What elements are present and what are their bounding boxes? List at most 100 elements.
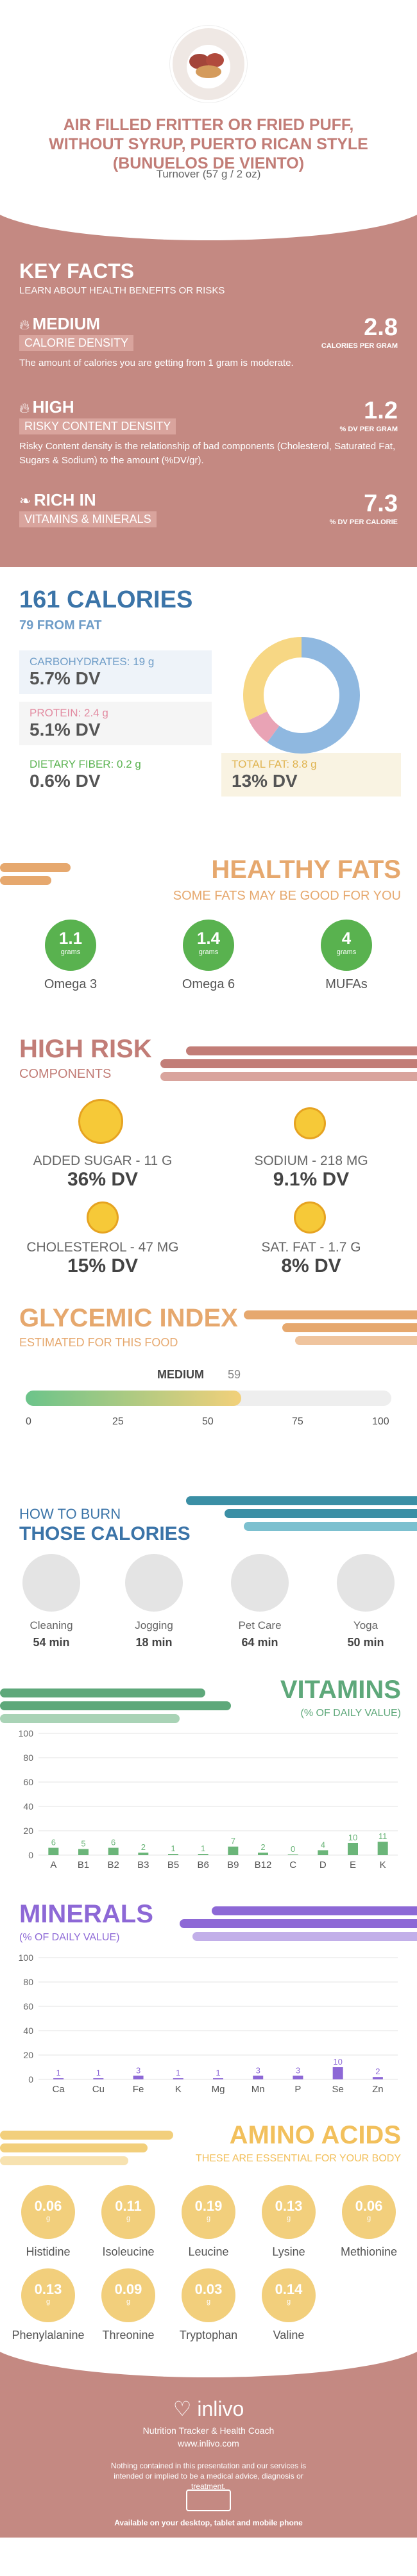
- mineral-category-label: Mn: [251, 2084, 265, 2095]
- nutrient-fat: TOTAL FAT: 8.8 g 13% DV: [221, 753, 401, 797]
- amino-item-tryptophan: 0.03 g Tryptophan: [170, 2268, 247, 2342]
- amino-unit: g: [286, 2298, 291, 2306]
- amino-circle: 0.13 g: [262, 2185, 316, 2239]
- omega6-circle: 1.4 grams: [183, 920, 234, 971]
- amino-item-leucine: 0.19 g Leucine: [170, 2185, 247, 2259]
- key-facts-subtitle: LEARN ABOUT HEALTH BENEFITS OR RISKS: [19, 285, 225, 296]
- burn-jogging: Jogging 18 min: [115, 1554, 192, 1649]
- disclaimer: Nothing contained in this presentation a…: [110, 2461, 307, 2491]
- vitamin-category-label: K: [380, 1860, 386, 1870]
- vitamin-value-label: 2: [260, 1842, 265, 1852]
- vitamin-category-label: B6: [197, 1860, 208, 1870]
- vitamin-bar: [228, 1846, 239, 1855]
- brand-url[interactable]: www.inlivo.com: [178, 2438, 239, 2448]
- amino-value: 0.14: [275, 2281, 303, 2297]
- mineral-category-label: Cu: [92, 2084, 105, 2095]
- vitamins-title: VITAMINS: [280, 1676, 401, 1704]
- gi-tick: 100: [372, 1416, 389, 1427]
- mineral-bar: [133, 2076, 144, 2079]
- mineral-value-label: 1: [216, 2068, 220, 2077]
- vitamin-category-label: B12: [255, 1860, 272, 1870]
- amino-item-valine: 0.14 g Valine: [250, 2268, 327, 2342]
- calories-total: 161 CALORIES: [19, 586, 193, 613]
- amino-item-histidine: 0.06 g Histidine: [10, 2185, 87, 2259]
- vitamin-value-label: 0: [291, 1844, 295, 1854]
- mineral-bar: [253, 2076, 264, 2079]
- mineral-ytick: 20: [23, 2050, 33, 2060]
- amino-circle: 0.19 g: [182, 2185, 235, 2239]
- mineral-bar: [173, 2078, 183, 2079]
- high-risk-subtitle: COMPONENTS: [19, 1067, 112, 1081]
- mineral-category-label: Se: [332, 2084, 343, 2095]
- amino-item-methionine: 0.06 g Methionine: [330, 2185, 407, 2259]
- vitamin-ytick: 40: [23, 1801, 33, 1812]
- amino-title: AMINO ACIDS: [229, 2121, 401, 2149]
- vitamin-bar: [138, 1853, 149, 1855]
- vitamin-bar: [168, 1854, 178, 1855]
- amino-unit: g: [366, 2215, 371, 2222]
- vitamin-value-label: 6: [51, 1838, 56, 1847]
- mufa-label: MUFAs: [325, 977, 368, 991]
- vitamin-value-label: 6: [111, 1838, 115, 1847]
- vitamin-bar: [78, 1849, 89, 1855]
- high-risk-title: HIGH RISK: [19, 1035, 152, 1063]
- vitamin-category-label: B3: [137, 1860, 149, 1870]
- amino-name: Histidine: [26, 2245, 71, 2258]
- glycemic-subtitle: ESTIMATED FOR THIS FOOD: [19, 1336, 178, 1349]
- amino-name: Phenylalanine: [12, 2329, 85, 2341]
- vitamin-bar: [348, 1843, 358, 1855]
- mufa-circle: 4 grams: [321, 920, 372, 971]
- risk-sodium: SODIUM - 218 mg 9.1% DV: [254, 1153, 368, 1190]
- amino-subtitle: THESE ARE ESSENTIAL FOR YOUR BODY: [195, 2153, 401, 2164]
- mineral-value-label: 10: [333, 2057, 342, 2067]
- risk-added-sugar: ADDED SUGAR - 11 g 36% DV: [33, 1153, 173, 1190]
- vitamin-bar: [198, 1854, 208, 1855]
- amino-item-threonine: 0.09 g Threonine: [90, 2268, 167, 2342]
- vitamin-category-label: D: [319, 1860, 327, 1870]
- amino-unit: g: [206, 2298, 211, 2306]
- mineral-ytick: 100: [19, 1953, 34, 1963]
- vitamin-category-label: E: [350, 1860, 356, 1870]
- vitamins-subtitle: (% OF DAILY VALUE): [300, 1708, 401, 1719]
- amino-circle: 0.06 g: [342, 2185, 396, 2239]
- healthy-fats-subtitle: SOME FATS MAY BE GOOD FOR YOU: [173, 889, 401, 903]
- vitamins-section: VITAMINS (% OF DAILY VALUE) 0 20 40 60 80 100…: [0, 1669, 417, 1894]
- vitamin-value-label: 1: [171, 1844, 175, 1853]
- key-facts-title: KEY FACTS: [19, 260, 134, 283]
- vitamin-value-label: 4: [321, 1840, 325, 1849]
- gi-tick: 25: [112, 1416, 124, 1427]
- vitamin-bar: [318, 1850, 328, 1855]
- amino-value: 0.13: [34, 2281, 62, 2297]
- mineral-value-label: 1: [56, 2068, 60, 2077]
- mineral-bar: [93, 2078, 104, 2079]
- vitamin-value-label: 7: [231, 1837, 235, 1846]
- amino-circle: 0.13 g: [21, 2268, 75, 2322]
- minerals-subtitle: (% OF DAILY VALUE): [19, 1932, 120, 1943]
- amino-item-lysine: 0.13 g Lysine: [250, 2185, 327, 2259]
- gi-tick: 0: [26, 1416, 31, 1427]
- available-text: Available on your desktop, tablet and mo…: [114, 2518, 303, 2527]
- amino-circle: 0.14 g: [262, 2268, 316, 2322]
- risk-cholesterol: CHOLESTEROL - 47 mg 15% DV: [26, 1240, 179, 1276]
- nutrient-fiber: DIETARY FIBER: 0.2 g 0.6% DV: [30, 758, 141, 791]
- mineral-category-label: Fe: [133, 2084, 144, 2095]
- vitamin-ytick: 80: [23, 1753, 33, 1763]
- key-fact-vitamins: ❧ RICH IN VITAMINS & MINERALS 7.3 % DV P…: [19, 490, 398, 527]
- burn-section: HOW TO BURN THOSE CALORIES Cleaning 54 m…: [0, 1477, 417, 1669]
- high-risk-section: HIGH RISK COMPONENTS ADDED SUGAR - 11 g …: [0, 1016, 417, 1298]
- vitamin-bar: [48, 1847, 59, 1855]
- vitamin-value-label: 1: [201, 1844, 205, 1853]
- amino-unit: g: [126, 2298, 131, 2306]
- amino-unit: g: [46, 2215, 51, 2222]
- vitamin-category-label: B2: [107, 1860, 119, 1870]
- donut-slice-fat: [243, 637, 302, 720]
- amino-name: Tryptophan: [179, 2329, 238, 2341]
- amino-section: AMINO ACIDS THESE ARE ESSENTIAL FOR YOUR…: [0, 2115, 417, 2345]
- mineral-category-label: Zn: [372, 2084, 384, 2095]
- header-section: AIR FILLED FRITTER OR FRIED PUFF, WITHOU…: [0, 0, 417, 208]
- mineral-ytick: 80: [23, 1977, 33, 1987]
- donut-slice-protein: [248, 711, 280, 743]
- vitamin-value-label: 2: [141, 1842, 146, 1852]
- vitamin-bar: [287, 1854, 298, 1855]
- mineral-bar: [293, 2076, 303, 2079]
